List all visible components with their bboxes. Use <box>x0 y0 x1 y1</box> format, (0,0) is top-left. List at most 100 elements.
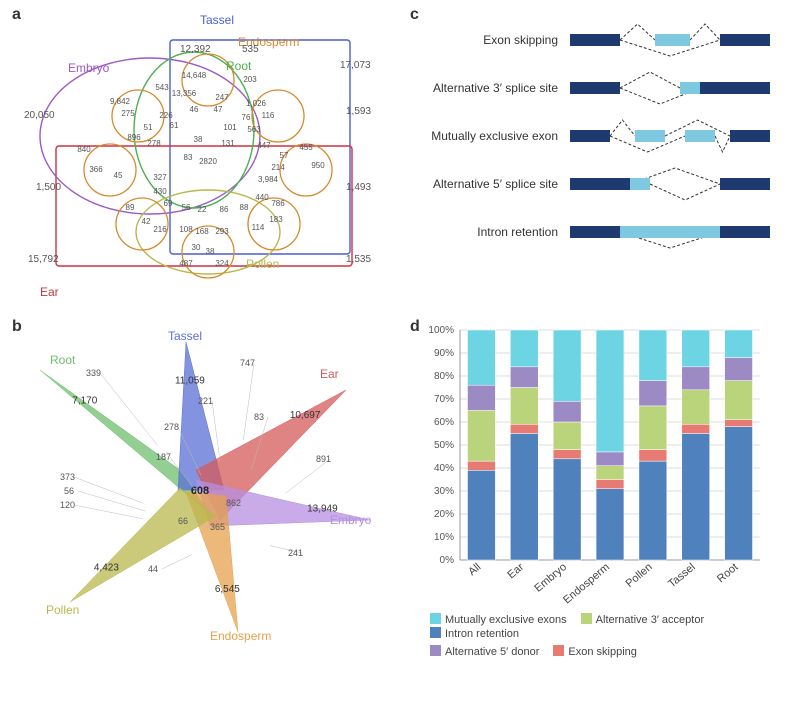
venn-count: 275 <box>121 109 135 118</box>
bar-segment <box>639 461 667 560</box>
venn-count: 47 <box>214 105 223 114</box>
venn-count: 247 <box>215 93 229 102</box>
splice-junction <box>650 184 720 200</box>
bar-segment <box>596 452 624 466</box>
bar-segment <box>596 466 624 480</box>
star-intersection-value: 278 <box>164 422 179 432</box>
venn-count: 101 <box>223 123 237 132</box>
star-intersection-value: 862 <box>226 498 241 508</box>
venn-count: 9,842 <box>110 97 131 106</box>
bar-segment <box>553 401 581 422</box>
star-label: Pollen <box>46 603 79 617</box>
venn-count: 86 <box>220 205 229 214</box>
exon-constitutive <box>570 34 620 46</box>
venn-count: 216 <box>153 225 167 234</box>
venn-count: 108 <box>179 225 193 234</box>
star-label: Root <box>50 353 76 367</box>
figure-page: { "panel_labels": {"a":"a","b":"b","c":"… <box>0 0 788 701</box>
y-tick-label: 50% <box>434 440 454 451</box>
bar-segment <box>682 367 710 390</box>
x-tick-label: Tassel <box>666 561 698 590</box>
y-tick-label: 60% <box>434 417 454 428</box>
bar-segment <box>468 385 496 410</box>
star-intersection-value: 241 <box>288 548 303 558</box>
bar-segment <box>725 420 753 427</box>
venn-count: 293 <box>215 227 229 236</box>
splice-junction <box>620 72 680 88</box>
splice-type-label: Exon skipping <box>483 33 558 47</box>
splice-type-label: Alternative 3′ splice site <box>433 81 558 95</box>
venn-count: 366 <box>89 165 103 174</box>
region-label: Pollen <box>246 257 279 271</box>
star-intersection-value: 339 <box>86 368 101 378</box>
exon-alternative <box>635 130 665 142</box>
venn-count: 1,026 <box>246 99 267 108</box>
exon-constitutive <box>730 130 770 142</box>
y-tick-label: 80% <box>434 371 454 382</box>
star-intersection-value: 66 <box>178 516 188 526</box>
venn-count: 51 <box>144 123 153 132</box>
bar-segment <box>510 388 538 425</box>
x-tick-label: Root <box>715 561 741 585</box>
venn-count: 487 <box>179 259 193 268</box>
bar-segment <box>682 434 710 561</box>
venn-count: 563 <box>247 125 261 134</box>
venn-count: 42 <box>142 217 151 226</box>
star-label: Embryo <box>330 513 372 527</box>
legend-item: Mutually exclusive exons <box>430 612 567 626</box>
venn-count: 38 <box>206 247 215 256</box>
exon-alternative <box>655 34 690 46</box>
bar-segment <box>639 406 667 450</box>
star-center-value: 608 <box>191 485 209 497</box>
exon-constitutive <box>570 178 630 190</box>
legend-swatch <box>581 613 592 624</box>
region-label: Ear <box>40 285 59 299</box>
venn-count: 430 <box>153 187 167 196</box>
star-intersection-value: 120 <box>60 500 75 510</box>
venn-outer-count: 20,050 <box>24 110 55 121</box>
exon-constitutive <box>720 178 770 190</box>
exon-alternative <box>680 82 700 94</box>
legend-swatch <box>430 627 441 638</box>
star-intersection-value: 56 <box>64 486 74 496</box>
bar-segment <box>553 459 581 560</box>
venn-count: 440 <box>255 193 269 202</box>
panel-b-star: Root7,170Tassel11,059Ear10,697Embryo13,9… <box>10 320 390 650</box>
venn-count: 30 <box>192 243 201 252</box>
star-label: Tassel <box>168 329 202 343</box>
y-tick-label: 100% <box>428 325 454 336</box>
venn-count: 22 <box>198 205 207 214</box>
x-tick-label: All <box>466 561 483 578</box>
star-triangle <box>70 488 216 602</box>
bar-segment <box>725 330 753 358</box>
exon-alternative <box>630 178 650 190</box>
venn-count: 203 <box>243 75 257 84</box>
exon-constitutive <box>700 82 770 94</box>
star-intersection-value: 891 <box>316 454 331 464</box>
bar-segment <box>725 358 753 381</box>
panel-d-legend: Mutually exclusive exons Alternative 3′ a… <box>430 612 780 662</box>
bar-segment <box>468 461 496 470</box>
x-tick-label: Embryo <box>532 561 569 595</box>
y-tick-label: 70% <box>434 394 454 405</box>
venn-outer-count: 17,073 <box>340 60 371 71</box>
region-label: Tassel <box>200 13 234 27</box>
exon-constitutive <box>720 226 770 238</box>
star-intersection-value: 44 <box>148 564 158 574</box>
y-tick-label: 40% <box>434 463 454 474</box>
venn-outer-count: 1,493 <box>346 182 371 193</box>
venn-count: 950 <box>311 161 325 170</box>
legend-item: Alternative 5′ donor <box>430 644 539 658</box>
exon-constitutive <box>570 226 620 238</box>
panel-a-venn: TasselEndospermEmbryoRootPollenEar17,073… <box>10 10 390 300</box>
venn-count: 896 <box>127 133 141 142</box>
panel-c-splicing: Exon skippingAlternative 3′ splice siteM… <box>410 10 780 290</box>
exon-alternative <box>685 130 715 142</box>
bar-segment <box>510 367 538 388</box>
legend-swatch <box>430 645 441 656</box>
legend-item: Alternative 3′ acceptor <box>581 612 704 626</box>
exon-constitutive <box>570 82 620 94</box>
venn-count: 61 <box>170 121 179 130</box>
star-intersection-value: 747 <box>240 358 255 368</box>
star-tip-value: 10,697 <box>290 410 321 421</box>
